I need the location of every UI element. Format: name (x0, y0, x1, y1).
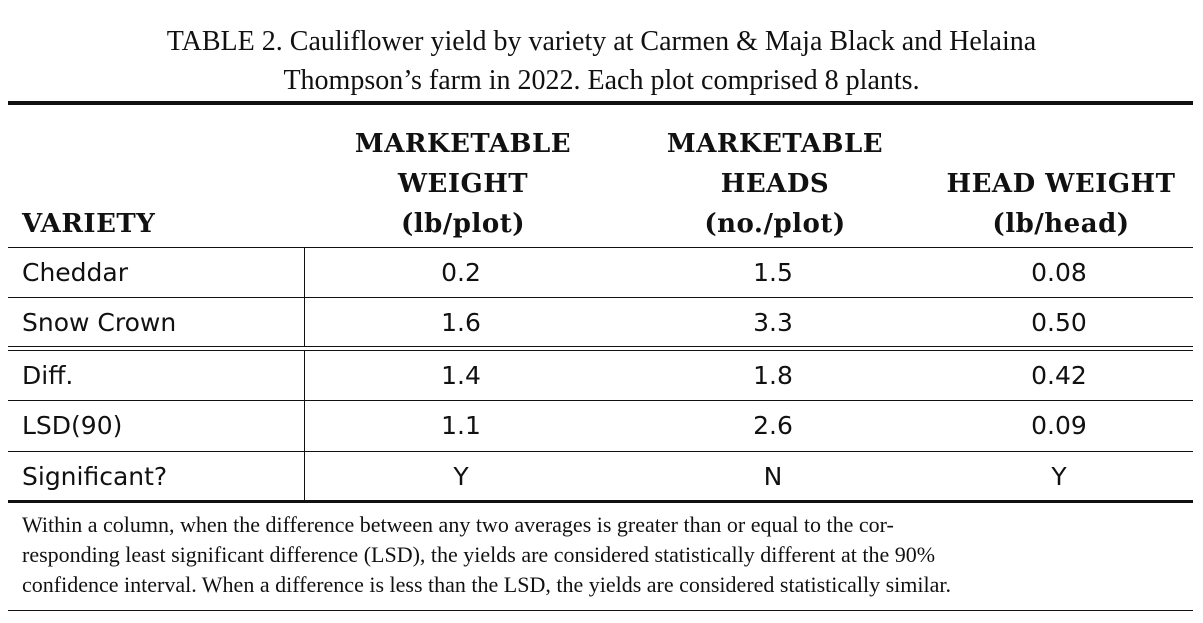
table-caption: TABLE 2. Cauliflower yield by variety at… (0, 22, 1203, 100)
footnote-line-3: confidence interval. When a difference i… (22, 572, 951, 597)
header-marketable-weight-line-2: WEIGHT (397, 169, 529, 199)
header-marketable-weight-line-1: MARKETABLE (354, 129, 572, 159)
cell-marketable-heads: 1.5 (753, 258, 793, 287)
cell-marketable-heads: 2.6 (753, 411, 793, 440)
cell-head-weight: 0.50 (1031, 308, 1087, 337)
header-head-weight-line-1: HEAD WEIGHT (946, 169, 1176, 199)
cell-marketable-heads: 3.3 (753, 308, 793, 337)
table-row: Cheddar 0.2 1.5 0.08 (8, 248, 1193, 298)
cell-variety: Significant? (22, 462, 168, 491)
cell-variety: Diff. (22, 361, 74, 390)
cell-head-weight: Y (1051, 462, 1067, 491)
row-divider (8, 400, 1193, 401)
caption-line-2: Thompson’s farm in 2022. Each plot compr… (283, 65, 920, 96)
header-marketable-weight: MARKETABLE WEIGHT (lb/plot) (308, 124, 618, 244)
cell-marketable-weight: Y (453, 462, 469, 491)
row-divider (8, 451, 1193, 452)
cell-marketable-weight: 1.6 (441, 308, 481, 337)
top-rule (8, 101, 1193, 105)
cell-variety: Snow Crown (22, 308, 177, 337)
final-rule (8, 610, 1193, 611)
cell-marketable-weight: 0.2 (441, 258, 481, 287)
header-head-weight: HEAD WEIGHT (lb/head) (906, 164, 1203, 244)
footnote-line-2: responding least significant difference … (22, 542, 936, 567)
cell-head-weight: 0.09 (1031, 411, 1087, 440)
header-variety: VARIETY (22, 204, 155, 244)
cell-marketable-heads: 1.8 (753, 361, 793, 390)
bottom-rule (8, 500, 1193, 503)
table-footnote: Within a column, when the difference bet… (22, 510, 1182, 600)
header-marketable-heads: MARKETABLE HEADS (no./plot) (620, 124, 930, 244)
double-rule-lower (8, 350, 1193, 351)
column-divider-upper (304, 248, 305, 346)
footnote-line-1: Within a column, when the difference bet… (22, 512, 894, 537)
table-row: LSD(90) 1.1 2.6 0.09 (8, 401, 1193, 451)
header-rule (8, 247, 1193, 248)
header-head-weight-line-2: (lb/head) (992, 209, 1130, 239)
double-rule-upper (8, 346, 1193, 347)
column-divider-lower (304, 351, 305, 500)
header-marketable-heads-line-3: (no./plot) (704, 209, 846, 239)
cell-marketable-weight: 1.4 (441, 361, 481, 390)
cell-marketable-heads: N (763, 462, 783, 491)
header-marketable-heads-line-2: HEADS (720, 169, 830, 199)
table-row: Snow Crown 1.6 3.3 0.50 (8, 298, 1193, 348)
table-row: Diff. 1.4 1.8 0.42 (8, 351, 1193, 401)
row-divider (8, 297, 1193, 298)
cell-head-weight: 0.42 (1031, 361, 1087, 390)
cell-variety: Cheddar (22, 258, 129, 287)
table-row: Significant? Y N Y (8, 452, 1193, 502)
cell-head-weight: 0.08 (1031, 258, 1087, 287)
header-marketable-heads-line-1: MARKETABLE (666, 129, 884, 159)
cell-variety: LSD(90) (22, 411, 123, 440)
caption-line-1: TABLE 2. Cauliflower yield by variety at… (166, 26, 1037, 57)
header-variety-label: VARIETY (22, 209, 156, 239)
cell-marketable-weight: 1.1 (441, 411, 481, 440)
header-marketable-weight-line-3: (lb/plot) (400, 209, 526, 239)
